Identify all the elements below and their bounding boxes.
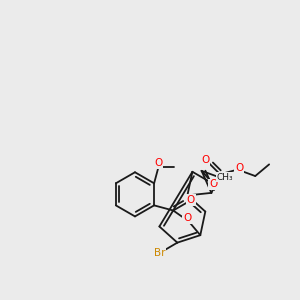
Text: O: O	[235, 163, 243, 173]
Text: CH₃: CH₃	[217, 172, 233, 182]
Text: O: O	[187, 195, 195, 205]
Text: O: O	[201, 155, 210, 165]
Text: Br: Br	[154, 248, 165, 258]
Text: O: O	[154, 158, 163, 168]
Text: O: O	[183, 213, 191, 224]
Text: O: O	[209, 179, 218, 190]
